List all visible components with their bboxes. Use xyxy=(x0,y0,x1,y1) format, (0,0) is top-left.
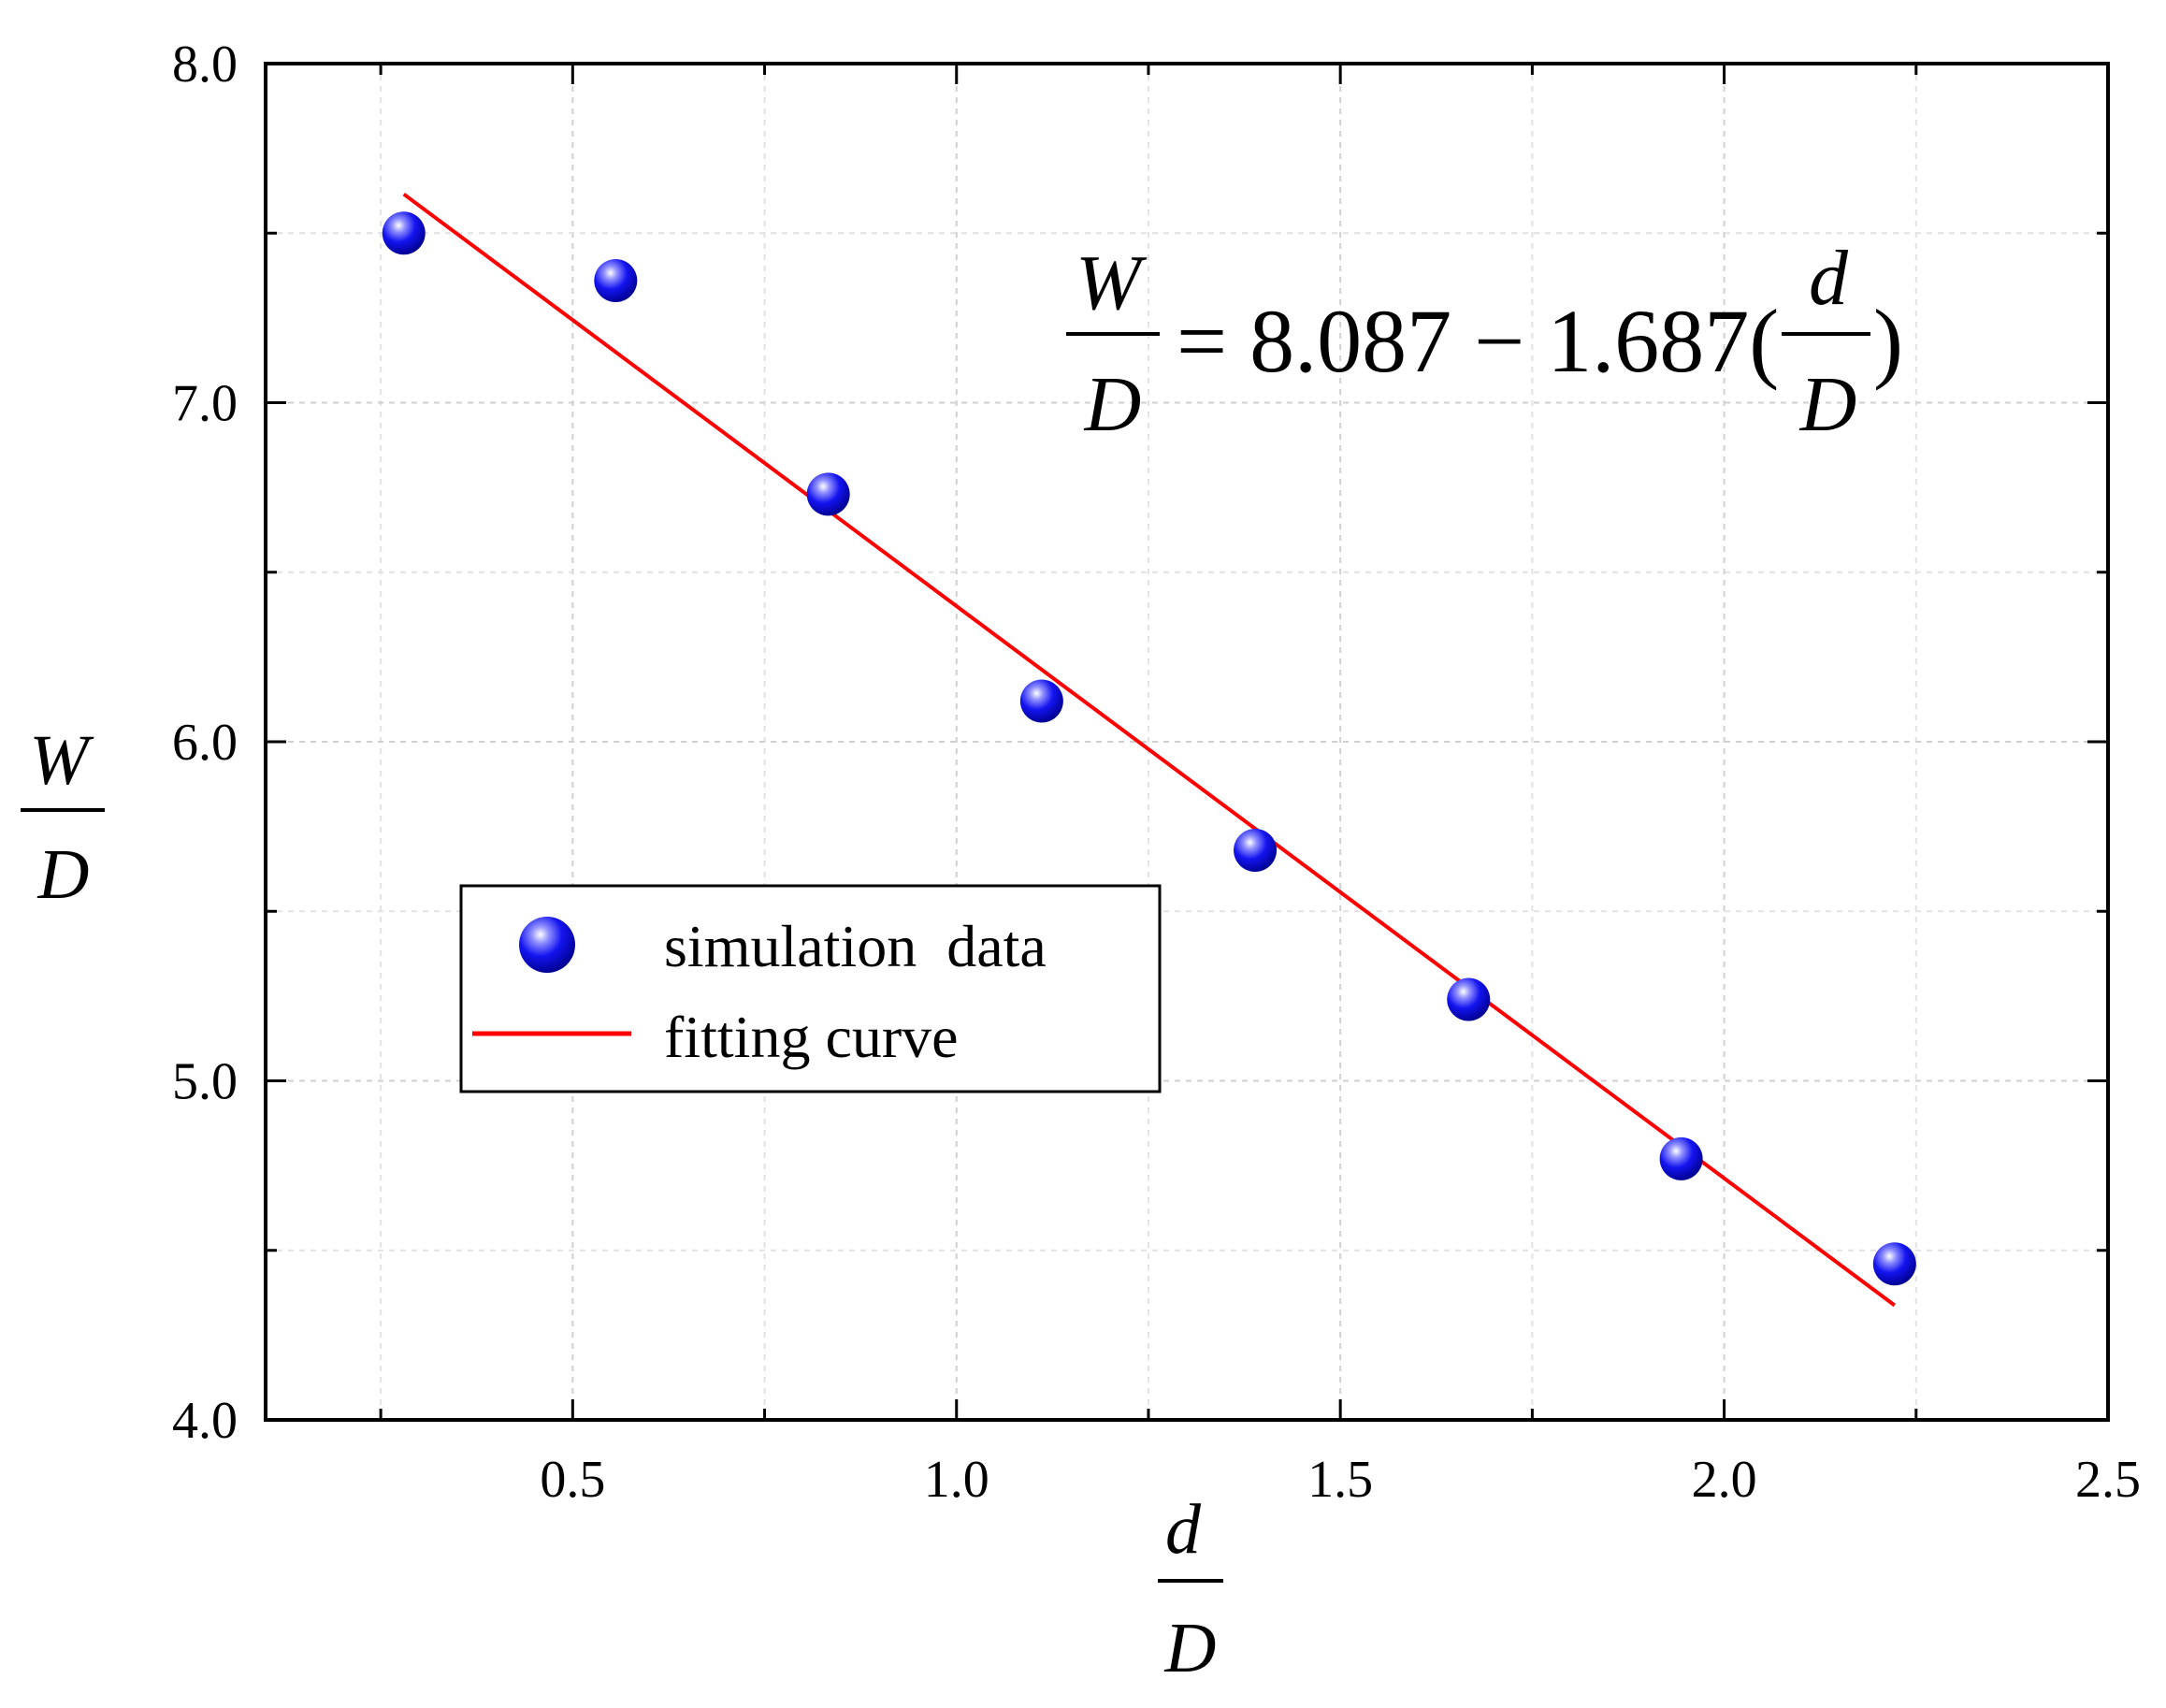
x-axis-label: d D xyxy=(1158,1490,1223,1687)
data-point xyxy=(1234,829,1278,872)
y-axis-label-numerator: W xyxy=(29,721,94,800)
equation-close: ) xyxy=(1873,291,1903,391)
data-point xyxy=(806,472,850,516)
data-point xyxy=(382,211,426,255)
x-tick-label: 0.5 xyxy=(540,1451,605,1509)
plot-frame xyxy=(264,62,2110,1422)
legend-box xyxy=(459,884,1162,1093)
equation-lhs-denominator: D xyxy=(1084,361,1142,448)
y-tick-label: 4.0 xyxy=(172,1392,238,1450)
x-tick-label: 1.0 xyxy=(924,1451,989,1509)
data-point xyxy=(1659,1136,1703,1180)
equation-rhs-numerator: d xyxy=(1809,235,1849,322)
data-point xyxy=(1872,1242,1916,1286)
data-point xyxy=(594,259,638,302)
data-point xyxy=(1019,679,1063,723)
scatter-points xyxy=(382,211,1916,1286)
fitting-curve-line xyxy=(402,192,1897,1308)
equation-middle: = 8.087 − 1.687( xyxy=(1177,291,1779,391)
x-tick-labels: 0.5 1.0 1.5 2.0 2.5 xyxy=(540,1451,2141,1509)
y-tick-labels: 4.0 5.0 6.0 7.0 8.0 xyxy=(172,36,238,1450)
equation-lhs-numerator: W xyxy=(1076,239,1148,326)
legend-scatter-marker xyxy=(519,917,575,973)
x-tick-label: 2.5 xyxy=(2075,1451,2141,1509)
x-axis-label-numerator: d xyxy=(1165,1490,1202,1569)
equation-annotation: W D = 8.087 − 1.687( d D ) xyxy=(1066,235,1903,448)
x-tick-label: 2.0 xyxy=(1692,1451,1757,1509)
y-tick-label: 6.0 xyxy=(172,714,238,772)
y-tick-label: 8.0 xyxy=(172,36,238,94)
legend: simulation data fitting curve xyxy=(459,884,1162,1093)
y-axis-label-denominator: D xyxy=(37,835,90,914)
legend-label-fitting: fitting curve xyxy=(664,1004,959,1070)
data-point xyxy=(1447,977,1491,1021)
equation-rhs-denominator: D xyxy=(1799,361,1857,448)
y-axis-label: W D xyxy=(21,721,105,914)
x-tick-label: 1.5 xyxy=(1307,1451,1373,1509)
y-tick-label: 5.0 xyxy=(172,1053,238,1111)
legend-label-simulation: simulation data xyxy=(664,913,1047,979)
x-axis-label-denominator: D xyxy=(1164,1609,1217,1687)
y-tick-label: 7.0 xyxy=(172,375,238,433)
